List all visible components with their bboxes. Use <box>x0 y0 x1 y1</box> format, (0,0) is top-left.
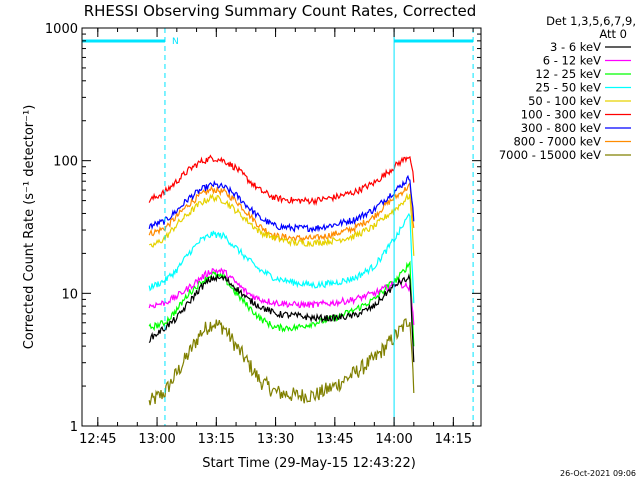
axis-layer: 12:45 13:00 13:15 13:30 13:45 14:00 14:15 1 10 10… <box>45 22 481 447</box>
series-line-300-800-kev <box>148 174 415 234</box>
series-line-25-50-kev <box>148 212 415 304</box>
x-axis-label: Start Time (29-May-15 12:43:22) <box>202 456 416 471</box>
y-tick-label: 10 <box>61 287 78 302</box>
series-line-6-12-kev <box>148 267 415 325</box>
series-line-7000-15000-kev <box>148 318 415 406</box>
y-axis-label: Corrected Count Rate (s⁻¹ detector⁻¹) <box>22 105 37 350</box>
plot-frame <box>81 27 482 427</box>
night-marker-label: N <box>172 37 179 47</box>
legend-header-attenuator: Att 0 <box>599 27 627 41</box>
timestamp: 26-Oct-2021 09:06 <box>560 469 636 478</box>
x-tick-label: 13:00 <box>138 432 175 447</box>
x-tick-label: 13:45 <box>316 432 353 447</box>
legend-label-7000-15000-kev: 7000 - 15000 keV <box>499 148 601 162</box>
series-line-100-300-kev <box>148 154 415 207</box>
x-tick-label: 14:15 <box>435 432 472 447</box>
legend-label-12-25-kev: 12 - 25 keV <box>535 67 601 81</box>
x-tick-label: 13:30 <box>257 432 294 447</box>
x-tick-label: 14:00 <box>375 432 412 447</box>
legend-label-50-100-kev: 50 - 100 keV <box>528 94 601 108</box>
legend-label-800-7000-kev: 800 - 7000 keV <box>513 135 601 149</box>
legend-label-6-12-kev: 6 - 12 keV <box>543 54 601 68</box>
y-tick-label: 100 <box>53 155 78 170</box>
series-line-12-25-kev <box>148 260 415 347</box>
legend-label-300-800-kev: 300 - 800 keV <box>521 121 601 135</box>
x-tick-label: 12:45 <box>79 432 116 447</box>
chart-title: RHESSI Observing Summary Count Rates, Co… <box>84 2 477 20</box>
y-tick-label: 1000 <box>45 22 78 37</box>
x-tick-label: 13:15 <box>198 432 235 447</box>
legend-label-3-6-kev: 3 - 6 keV <box>550 40 601 54</box>
legend-label-100-300-kev: 100 - 300 keV <box>521 108 601 122</box>
series-line-3-6-kev <box>148 273 415 363</box>
series-line-50-100-kev <box>148 192 415 256</box>
series-layer <box>148 154 415 406</box>
series-line-800-7000-kev <box>148 181 415 244</box>
night-overlay-layer: N <box>81 28 474 426</box>
legend-header-detectors: Det 1,3,5,6,7,9, <box>546 14 636 28</box>
y-tick-label: 1 <box>70 420 78 435</box>
legend-label-25-50-kev: 25 - 50 keV <box>535 81 601 95</box>
